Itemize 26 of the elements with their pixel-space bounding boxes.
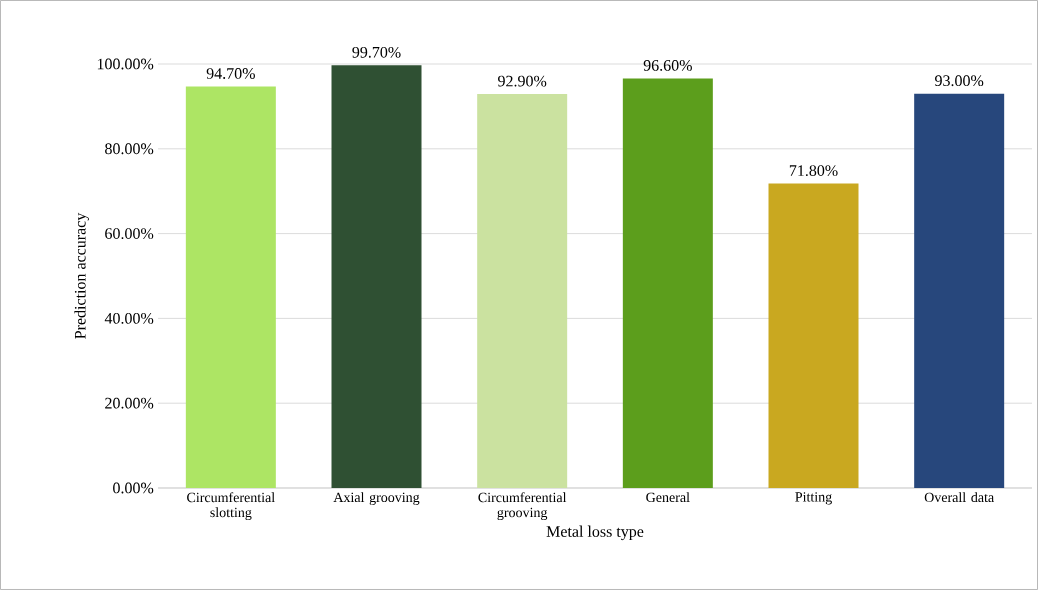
bar	[185, 86, 276, 488]
bar	[331, 65, 422, 488]
bar	[622, 78, 713, 488]
y-tick-label: 40.00%	[104, 312, 154, 324]
y-tick-label: 80.00%	[105, 143, 154, 155]
x-tick-label: Circumferential grooving	[478, 492, 567, 521]
data-label: 96.60%	[643, 60, 692, 71]
data-label: 92.90%	[498, 75, 547, 87]
data-label: 93.00%	[935, 75, 984, 87]
data-label: 94.70%	[206, 68, 255, 79]
x-tick-label: Axial grooving	[333, 492, 420, 505]
bar	[477, 94, 568, 488]
data-label: 99.70%	[352, 46, 401, 58]
bar	[914, 93, 1005, 488]
y-tick-label: 0.00%	[113, 482, 154, 494]
y-axis-title: Prediction accuracy	[74, 212, 89, 339]
bar	[768, 183, 859, 488]
x-axis-title: Metal loss type	[546, 525, 644, 541]
x-tick-label: Overall data	[924, 492, 994, 503]
y-tick-label: 100.00%	[97, 58, 154, 70]
x-tick-label: Circumferential slotting	[187, 492, 275, 521]
y-tick-label: 60.00%	[105, 228, 154, 240]
x-tick-label: General	[646, 492, 690, 503]
x-tick-label: Pitting	[795, 492, 832, 505]
data-label: 71.80%	[789, 165, 838, 177]
y-tick-label: 20.00%	[105, 397, 154, 409]
